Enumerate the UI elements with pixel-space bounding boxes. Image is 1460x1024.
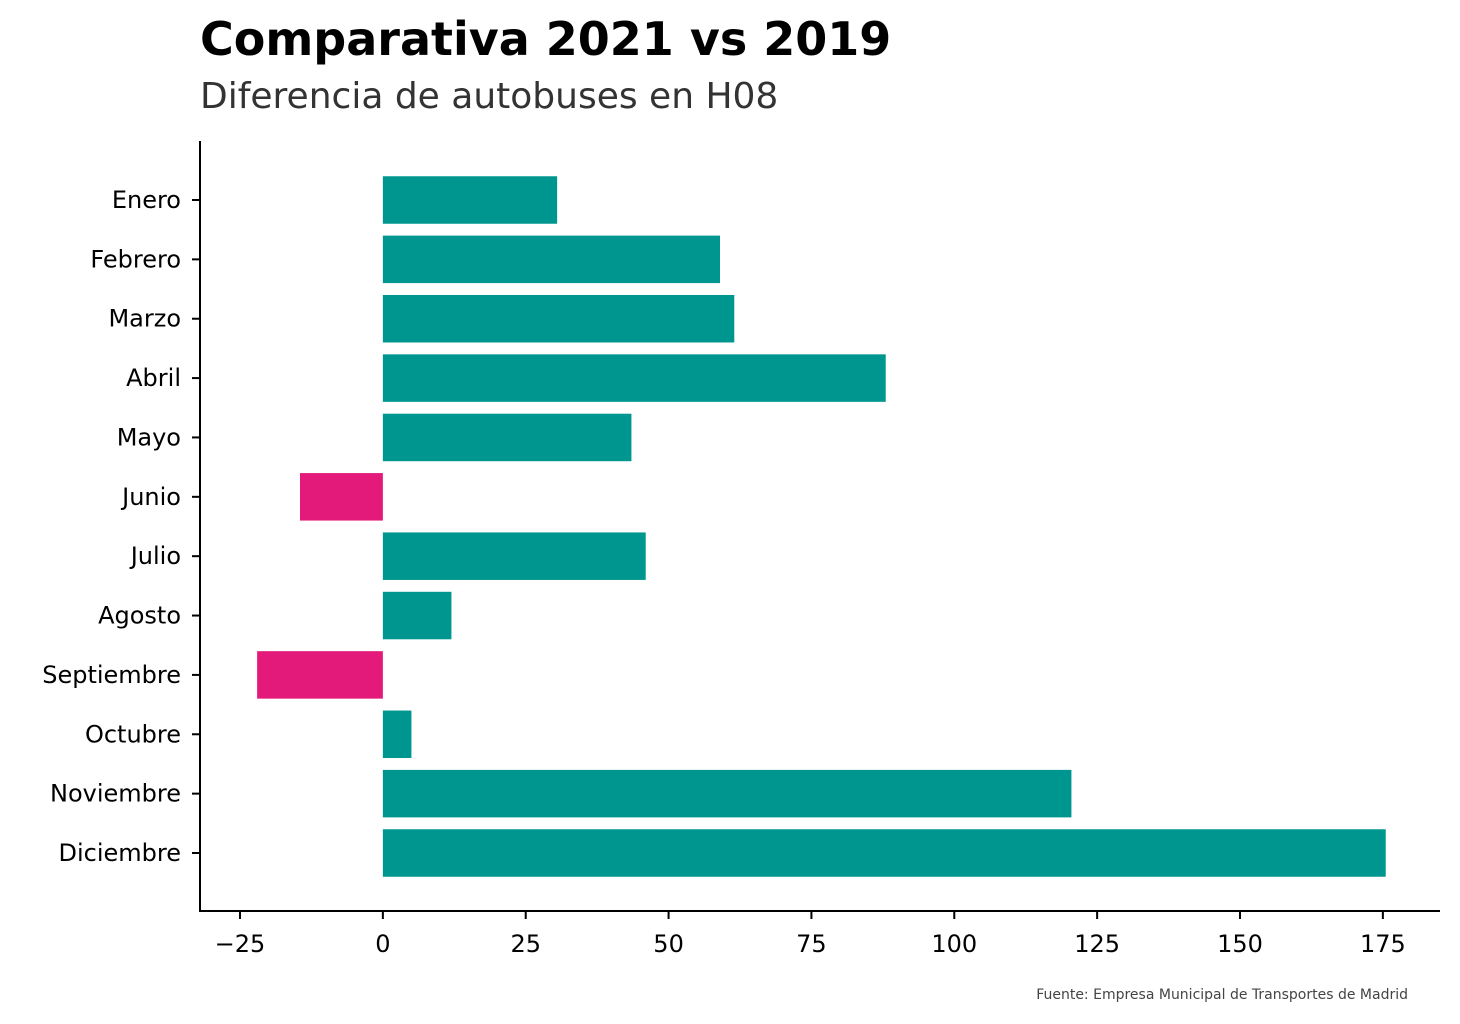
bar-mayo	[382, 413, 632, 462]
y-tick-label: Abril	[126, 364, 181, 392]
bar-junio	[300, 473, 383, 521]
bar-febrero	[382, 235, 720, 284]
y-ticks: Enero Febrero Marzo Abril Mayo Junio Julio Agos…	[42, 186, 200, 867]
y-tick-label: Enero	[112, 186, 181, 214]
x-tick-label: −25	[215, 930, 266, 958]
x-tick-label: 75	[796, 930, 827, 958]
bar-marzo	[382, 294, 735, 343]
y-tick-label: Septiembre	[42, 661, 181, 689]
x-tick-label: 100	[931, 930, 977, 958]
y-tick-label: Junio	[120, 483, 181, 511]
x-tick-label: 50	[653, 930, 684, 958]
axes-layer	[199, 141, 1440, 912]
y-tick-label: Octubre	[85, 720, 181, 748]
x-tick-label: 0	[375, 930, 390, 958]
y-tick-label: Agosto	[98, 602, 181, 630]
bar-enero	[382, 176, 558, 224]
y-tick-label: Noviembre	[50, 780, 181, 808]
bar-julio	[382, 532, 646, 580]
y-tick-label: Febrero	[90, 245, 181, 273]
bar-septiembre	[257, 651, 383, 699]
chart-subtitle: Diferencia de autobuses en H08	[200, 76, 779, 117]
bar-noviembre	[382, 769, 1072, 818]
y-tick-label: Diciembre	[59, 839, 182, 867]
y-tick-label: Mayo	[117, 423, 181, 451]
x-tick-label: 125	[1074, 930, 1120, 958]
bar-abril	[382, 354, 886, 402]
x-tick-label: 25	[510, 930, 541, 958]
source-note: Fuente: Empresa Municipal de Transportes…	[1036, 987, 1408, 1003]
bar-agosto	[382, 591, 452, 640]
y-tick-label: Marzo	[108, 305, 181, 333]
y-tick-label: Julio	[129, 542, 181, 570]
bar-octubre	[382, 710, 412, 759]
x-tick-label: 175	[1360, 930, 1406, 958]
x-ticks: −25 0 25 50 75 100 125 150 175	[215, 911, 1406, 958]
chart-title: Comparativa 2021 vs 2019	[200, 12, 892, 66]
bar-diciembre	[382, 829, 1386, 877]
x-tick-label: 150	[1217, 930, 1263, 958]
bars-layer	[257, 176, 1386, 877]
